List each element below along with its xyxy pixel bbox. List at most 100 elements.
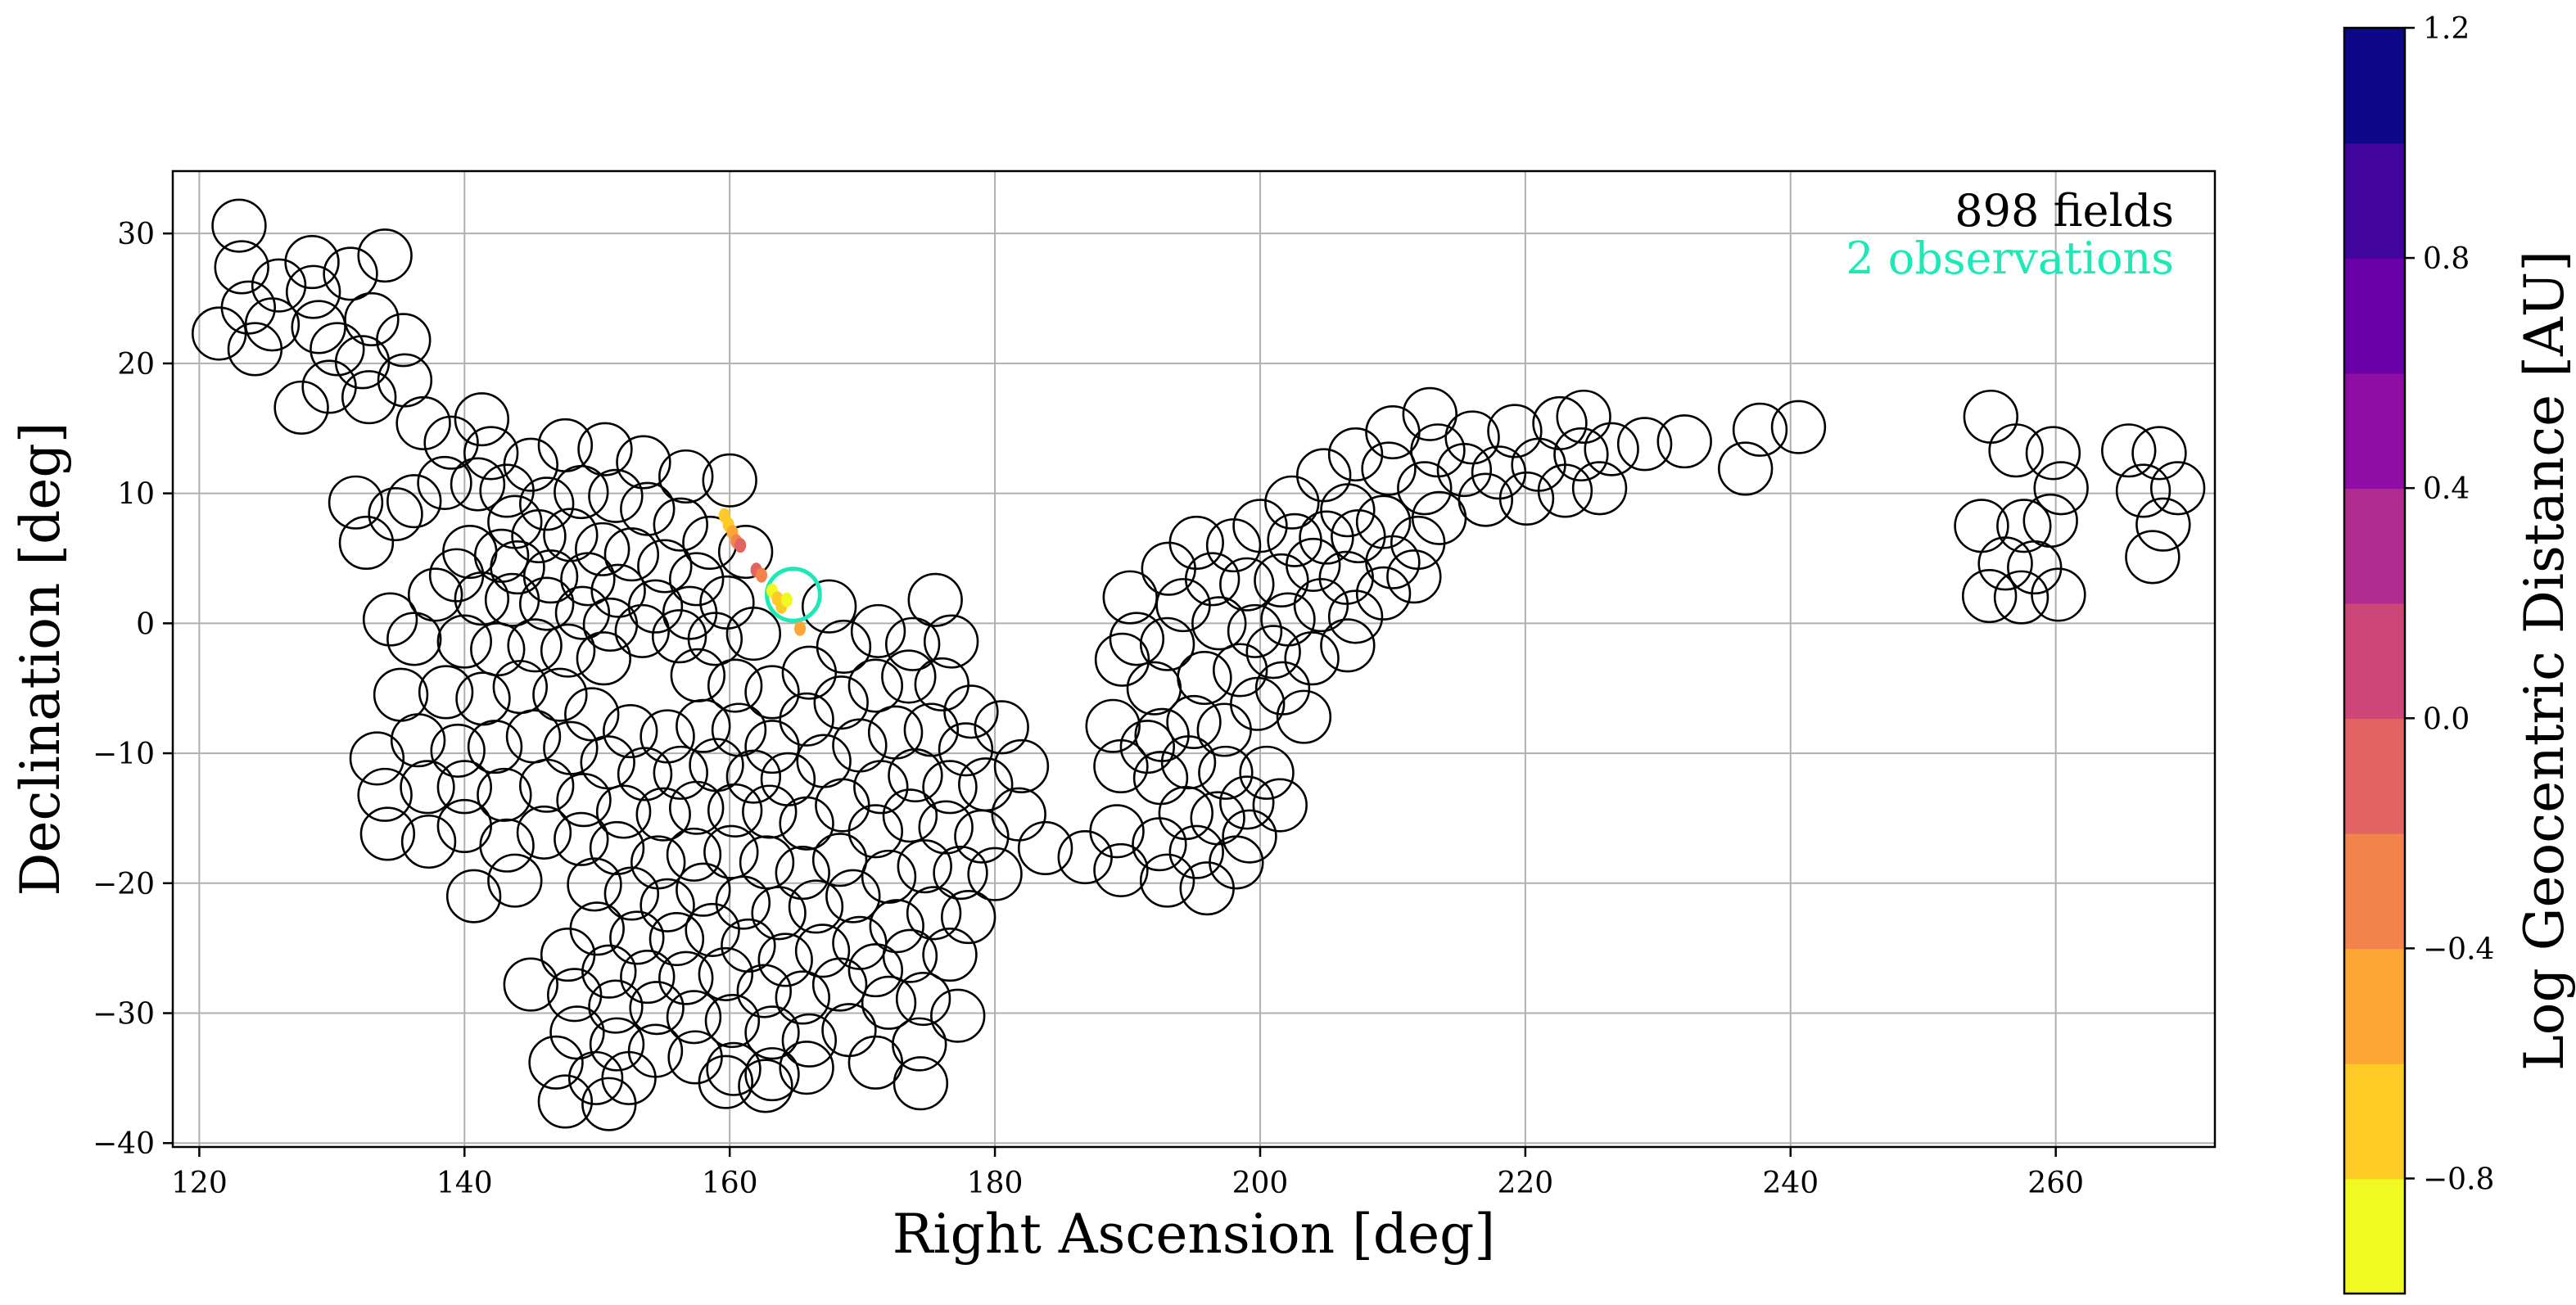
field-circle <box>1556 389 1611 445</box>
field-circle <box>918 800 974 855</box>
field-circle <box>2115 463 2172 518</box>
field-circle <box>589 820 645 875</box>
field-circle <box>922 928 978 982</box>
field-circle <box>577 422 633 476</box>
colorbar-band <box>2344 718 2405 834</box>
observations-label: 2 observations <box>1846 233 2174 284</box>
field-circle <box>1327 427 1384 482</box>
field-circle <box>725 749 782 804</box>
field-circle <box>629 981 685 1036</box>
field-circle <box>1355 566 1412 621</box>
field-circle <box>301 359 357 414</box>
field-circle <box>359 806 416 861</box>
field-circle <box>669 780 725 835</box>
field-circle <box>362 592 418 647</box>
field-circle <box>450 457 506 512</box>
field-circle <box>454 392 510 447</box>
field-circle <box>1139 853 1195 908</box>
field-circle <box>400 760 455 815</box>
field-circle <box>892 1017 947 1072</box>
field-circle <box>744 665 800 720</box>
field-circle <box>1732 402 1788 457</box>
field-circle <box>1584 422 1639 476</box>
field-circle <box>603 527 660 582</box>
colorbar-band <box>2344 142 2405 259</box>
field-circle <box>1331 508 1386 564</box>
field-circle <box>993 738 1050 793</box>
y-tick-label: 10 <box>117 478 155 512</box>
field-circle <box>417 455 472 510</box>
field-circle <box>991 787 1046 842</box>
field-circle <box>603 866 660 921</box>
field-circle <box>1386 549 1442 604</box>
field-circle <box>637 539 693 594</box>
field-circle <box>1410 423 1466 478</box>
field-circle <box>825 869 881 923</box>
field-circle <box>341 370 397 425</box>
field-circle <box>377 353 433 408</box>
field-circle <box>653 745 708 800</box>
field-circle <box>1988 423 2044 478</box>
field-circle <box>1245 625 1301 680</box>
field-circle <box>669 552 725 607</box>
field-circle <box>503 957 558 1012</box>
colorbar-tick-label: −0.4 <box>2423 932 2494 966</box>
field-circle <box>590 563 646 618</box>
x-tick-label: 200 <box>1232 1167 1289 1200</box>
field-circle <box>974 700 1029 755</box>
field-circle <box>507 618 563 673</box>
field-circle <box>667 1030 723 1085</box>
field-circle <box>676 862 731 917</box>
field-circle <box>744 720 800 774</box>
colorbar-band <box>2344 488 2405 604</box>
field-circle <box>554 811 609 866</box>
x-tick-label: 140 <box>436 1167 493 1200</box>
field-circle <box>938 722 994 777</box>
field-circle <box>273 380 329 435</box>
field-circle <box>328 475 384 530</box>
field-circle <box>211 198 267 253</box>
field-circle <box>703 824 759 879</box>
field-circle <box>2125 530 2181 585</box>
field-circle <box>847 943 904 998</box>
field-circle <box>801 579 857 634</box>
field-circle <box>2135 497 2191 552</box>
field-circle <box>788 879 844 934</box>
field-circle <box>914 657 969 711</box>
field-circle <box>1196 702 1252 757</box>
field-circle <box>2149 461 2206 516</box>
plot-area: 120 140 160 180 200 220 240 260 30 20 10 0 −10 −20 −3… <box>9 169 2217 1266</box>
field-circle <box>1109 612 1165 666</box>
field-circle <box>906 886 962 941</box>
field-circle <box>1085 698 1141 753</box>
field-circle <box>1094 632 1150 687</box>
field-circle <box>1219 775 1275 830</box>
colorbar-tick-label: 0.4 <box>2423 472 2470 506</box>
field-circle <box>1402 386 1457 441</box>
field-circle <box>811 957 868 1012</box>
field-circle <box>554 464 609 520</box>
field-circle <box>658 951 714 1005</box>
field-circle <box>344 291 400 346</box>
field-circle <box>1444 410 1500 465</box>
field-circle <box>832 718 888 773</box>
track-point <box>794 621 807 636</box>
y-tick-label: −10 <box>93 738 155 771</box>
field-circle <box>794 923 851 978</box>
field-circle <box>505 709 562 764</box>
field-circle <box>1184 552 1241 607</box>
field-circle <box>2131 426 2187 481</box>
field-circle <box>895 972 951 1027</box>
field-circle <box>1252 778 1308 833</box>
field-circle <box>609 910 665 965</box>
field-circle <box>227 322 283 377</box>
field-circle <box>779 796 834 851</box>
field-circle <box>717 525 774 580</box>
field-circle <box>1239 745 1295 800</box>
field-circle <box>930 988 986 1043</box>
field-circle <box>1134 707 1190 762</box>
field-circle <box>689 738 744 792</box>
field-circle <box>1102 570 1158 625</box>
field-circle <box>1179 861 1235 916</box>
field-circle <box>1286 537 1341 592</box>
